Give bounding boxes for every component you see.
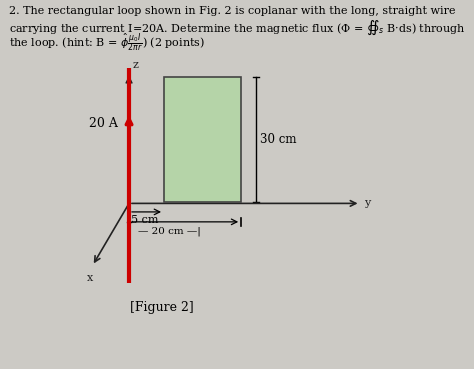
Text: [Figure 2]: [Figure 2] — [130, 301, 194, 314]
Text: 2. The rectangular loop shown in Fig. 2 is coplanar with the long, straight wire: 2. The rectangular loop shown in Fig. 2 … — [9, 6, 456, 15]
Text: x: x — [87, 273, 93, 283]
Text: 5 cm: 5 cm — [131, 215, 158, 225]
Text: — 20 cm —|: — 20 cm —| — [138, 226, 201, 236]
Text: carrying the current I=20A. Determine the magnetic flux (Φ = ∯$_s$ B·ds) through: carrying the current I=20A. Determine th… — [9, 18, 466, 37]
Text: z: z — [133, 60, 138, 70]
Text: the loop. (hint: B = $\hat{\phi}\frac{\mu_0 I}{2\pi r}$) (2 points): the loop. (hint: B = $\hat{\phi}\frac{\m… — [9, 31, 206, 54]
Bar — [164, 77, 241, 202]
Text: y: y — [364, 199, 370, 208]
Text: 20 A: 20 A — [89, 117, 118, 130]
Text: 30 cm: 30 cm — [260, 133, 297, 146]
